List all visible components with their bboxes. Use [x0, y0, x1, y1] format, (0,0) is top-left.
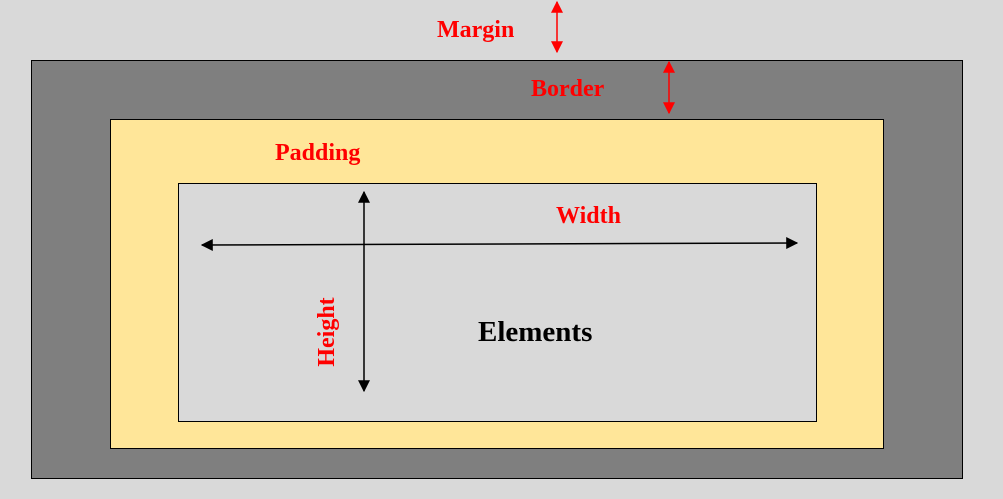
padding-label: Padding: [275, 140, 361, 166]
border-label: Border: [531, 76, 605, 102]
content-region: [178, 183, 817, 422]
height-label: Height: [314, 297, 340, 367]
elements-label: Elements: [478, 316, 593, 348]
width-label: Width: [556, 203, 621, 229]
margin-label: Margin: [437, 17, 515, 43]
